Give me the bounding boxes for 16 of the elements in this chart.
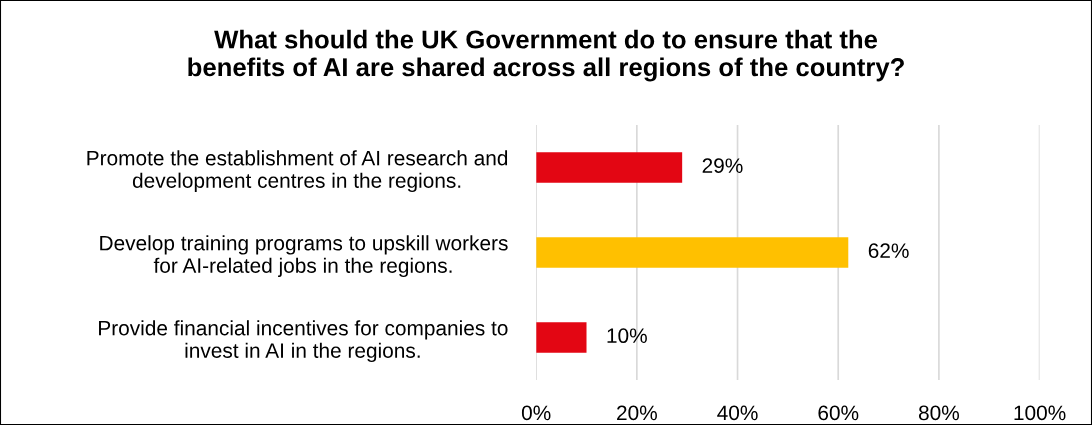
data-label: 10%	[607, 328, 647, 344]
bar	[536, 322, 587, 353]
data-label: 29%	[702, 158, 743, 174]
x-tick-label: 20%	[617, 405, 657, 421]
x-tick-label: 80%	[918, 405, 960, 421]
chart-title: What should the UK Government do to ensure that the benefits of AI are shared across all regions of the country?	[188, 29, 904, 82]
bar	[536, 237, 849, 268]
data-label: 62%	[868, 243, 909, 259]
y-tick-label: Develop training programs to upskill workers for AI-related jobs in the regions.	[100, 235, 508, 278]
x-tick-label: 100%	[1014, 405, 1066, 421]
x-tick-label: 40%	[717, 405, 758, 421]
bar	[536, 152, 683, 183]
y-tick-label: Provide financial incentives for companies to invest in AI in the regions.	[99, 320, 508, 363]
y-tick-label: Promote the establishment of AI research and development centres in the regions.	[87, 150, 508, 193]
x-tick-label: 60%	[818, 405, 859, 421]
x-tick-label: 0%	[521, 405, 551, 421]
